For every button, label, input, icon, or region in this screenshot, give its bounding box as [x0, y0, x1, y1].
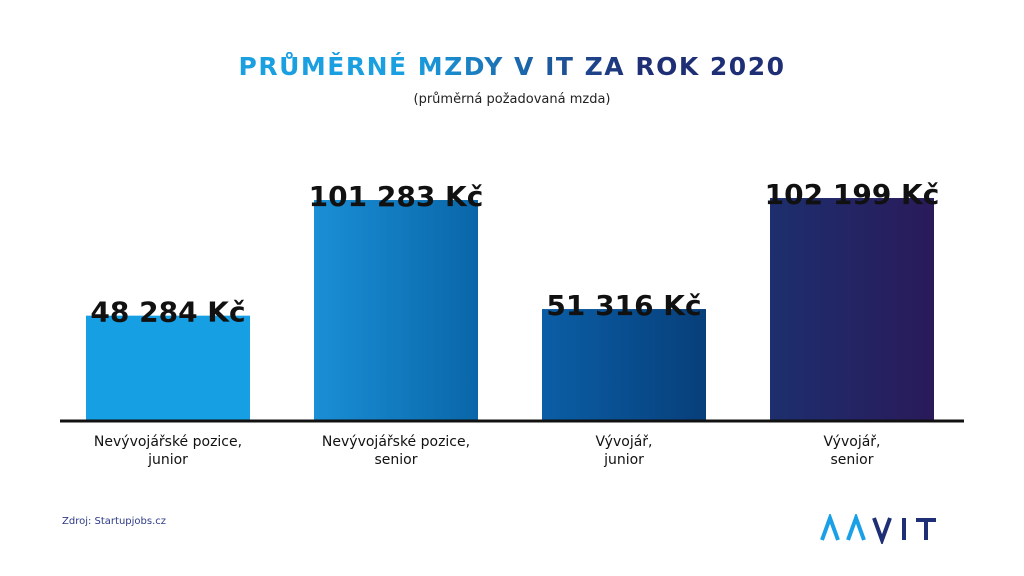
category-label-3-line-0: Vývojář, — [823, 434, 880, 450]
category-label-1-line-0: Nevývojářské pozice, — [322, 434, 470, 450]
chart-title: PRŮMĚRNÉ MZDY V IT ZA ROK 2020 — [0, 52, 1024, 81]
bar-3 — [770, 198, 934, 421]
bar-value-label-0: 48 284 Kč — [90, 296, 245, 329]
category-label-1-line-1: senior — [375, 452, 418, 468]
logo-letter-a1 — [820, 514, 840, 541]
logo-letter-v — [872, 517, 892, 544]
bar-value-label-2: 51 316 Kč — [546, 289, 701, 322]
source-note: Zdroj: Startupjobs.cz — [62, 516, 167, 527]
category-label-0-line-1: junior — [147, 452, 188, 468]
bar-2 — [542, 309, 706, 421]
category-label-2-line-0: Vývojář, — [595, 434, 652, 450]
bar-value-label-3: 102 199 Kč — [765, 178, 940, 211]
bar-chart: 48 284 Kč Nevývojářské pozice, junior 101 2… — [60, 178, 964, 468]
category-label-3-line-1: senior — [831, 452, 874, 468]
aavit-logo — [820, 514, 936, 544]
category-label-2-line-1: junior — [603, 452, 644, 468]
bar-0 — [86, 315, 250, 421]
category-label-0-line-0: Nevývojářské pozice, — [94, 434, 242, 450]
bar-1 — [314, 200, 478, 421]
logo-letter-a2 — [846, 514, 866, 541]
logo-letter-t — [916, 518, 936, 540]
bar-value-label-1: 101 283 Kč — [309, 180, 484, 213]
chart-subtitle: (průměrná požadovaná mzda) — [413, 92, 611, 107]
